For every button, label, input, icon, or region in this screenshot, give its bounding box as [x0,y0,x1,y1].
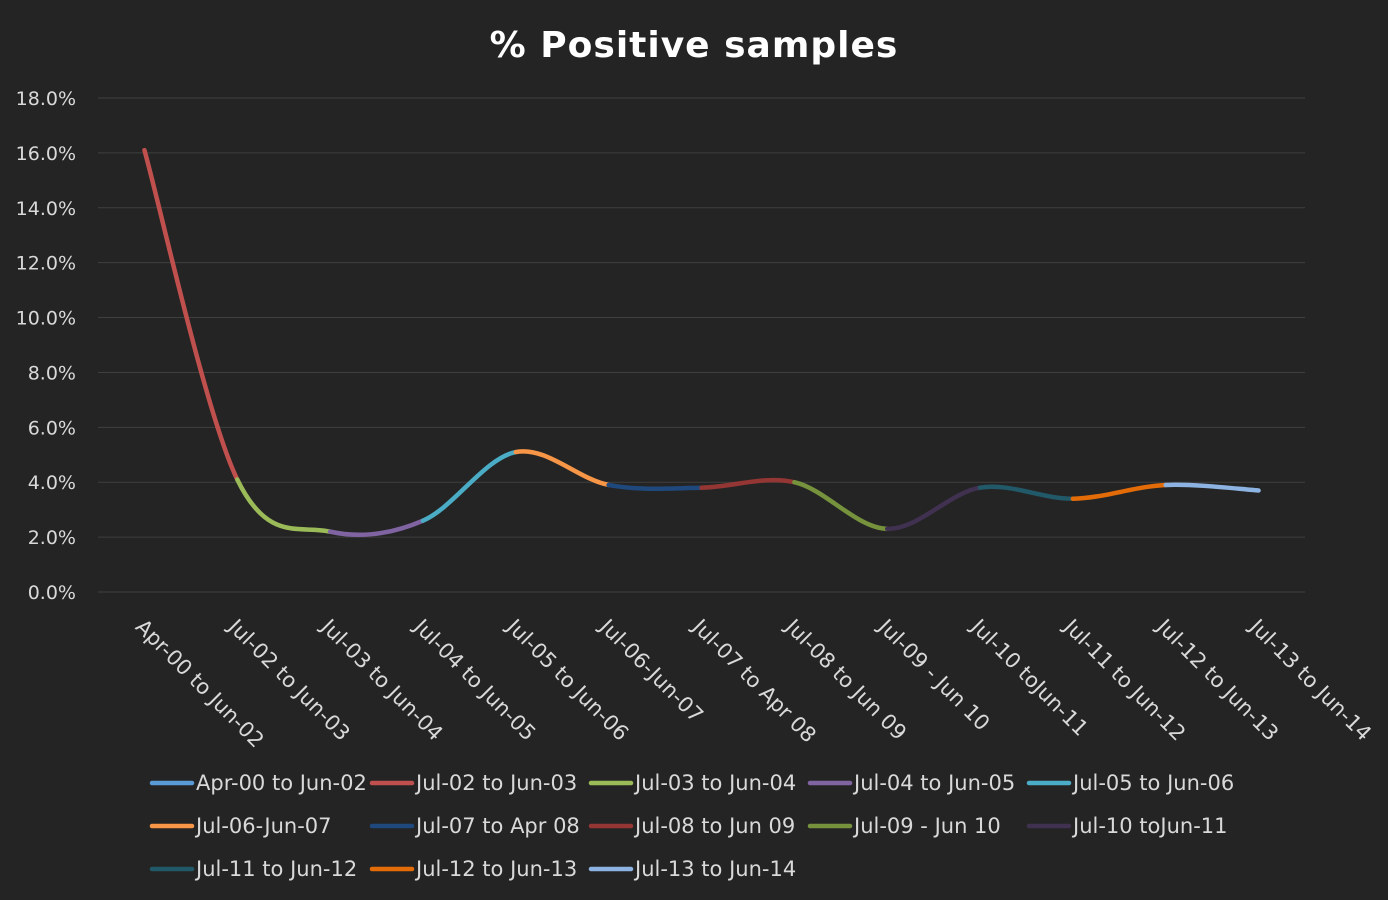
legend-item: Jul-07 to Apr 08 [369,814,580,838]
line-segment [884,485,983,532]
legend-item: Jul-03 to Jun-04 [588,771,796,795]
line-segment [327,518,426,538]
legend-item: Jul-11 to Jun-12 [149,857,357,881]
y-tick-label: 12.0% [16,253,76,275]
legend-item: Apr-00 to Jun-02 [149,771,367,795]
line-segment [1070,482,1168,501]
legend-label: Jul-03 to Jun-04 [633,771,796,795]
legend-label: Jul-09 - Jun 10 [852,814,1001,838]
y-tick-label: 8.0% [28,362,76,384]
legend-item: Jul-05 to Jun-06 [1026,771,1234,795]
legend-label: Jul-02 to Jun-03 [414,771,577,795]
y-tick-label: 6.0% [28,417,76,439]
data-line-segments [142,147,1261,538]
line-segment [142,147,240,482]
legend-label: Jul-13 to Jun-14 [633,857,796,881]
y-tick-label: 4.0% [28,472,76,494]
legend-item: Jul-04 to Jun-05 [807,771,1015,795]
line-segment [513,449,611,488]
legend-item: Jul-12 to Jun-13 [369,857,577,881]
legend: Apr-00 to Jun-02 Jul-02 to Jun-03 Jul-03 t… [149,771,1234,881]
y-tick-label: 2.0% [28,527,76,549]
legend-label: Jul-11 to Jun-12 [194,857,357,881]
legend-label: Jul-05 to Jun-06 [1071,771,1234,795]
line-segment [792,479,890,532]
legend-label: Apr-00 to Jun-02 [196,771,367,795]
legend-label: Jul-07 to Apr 08 [414,814,580,838]
legend-label: Jul-12 to Jun-13 [414,857,577,881]
y-tick-label: 0.0% [28,582,76,604]
legend-label: Jul-06-Jun-07 [194,814,332,838]
y-tick-label: 10.0% [16,308,76,330]
line-segment [1163,482,1261,493]
line-segment [977,484,1076,501]
y-tick-label: 14.0% [16,198,76,220]
line-segment [420,449,519,523]
line-segment [699,477,797,490]
line-segment [606,482,704,491]
legend-label: Jul-10 toJun-11 [1071,814,1228,838]
y-tick-label: 18.0% [16,88,76,110]
legend-label: Jul-04 to Jun-05 [852,771,1015,795]
y-tick-label: 16.0% [16,143,76,165]
legend-item: Jul-08 to Jun 09 [588,814,795,838]
legend-item: Jul-13 to Jun-14 [588,857,796,881]
y-axis-ticks: 0.0% 2.0% 4.0% 6.0% 8.0% 10.0% 12.0% 14.0% 16.0%… [16,88,76,604]
legend-label: Jul-08 to Jun 09 [633,814,795,838]
line-segment [235,477,333,534]
legend-item: Jul-06-Jun-07 [149,814,332,838]
legend-item: Jul-02 to Jun-03 [369,771,577,795]
gridlines [98,97,1305,593]
legend-item: Jul-09 - Jun 10 [807,814,1001,838]
legend-item: Jul-10 toJun-11 [1026,814,1228,838]
chart-title: % Positive samples [490,25,899,66]
